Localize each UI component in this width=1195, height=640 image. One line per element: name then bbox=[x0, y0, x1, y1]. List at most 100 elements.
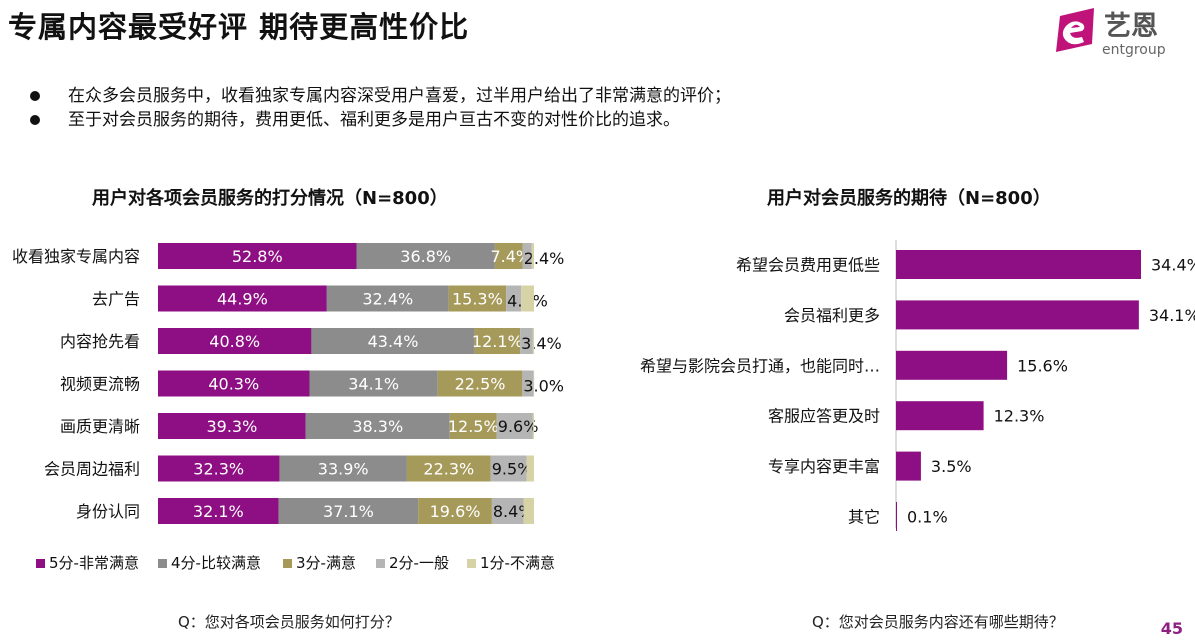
legend-label: 3分-满意 bbox=[296, 554, 356, 572]
bullet-item: 在众多会员服务中，收看独家专属内容深受用户喜爱，过半用户给出了非常满意的评价； bbox=[28, 84, 731, 108]
category-label: 视频更流畅 bbox=[60, 375, 140, 394]
entgroup-logo: 艺恩 entgroup bbox=[1056, 8, 1166, 58]
data-label: 32.1% bbox=[193, 502, 244, 521]
left-question: Q：您对各项会员服务如何打分？ bbox=[178, 613, 400, 631]
bar-segment bbox=[158, 285, 327, 312]
data-label: 15.3% bbox=[452, 290, 503, 309]
legend-swatch bbox=[467, 559, 476, 568]
logo-sub: entgroup bbox=[1102, 42, 1166, 58]
bar bbox=[896, 502, 897, 531]
bar-segment bbox=[158, 455, 280, 482]
bar-segment bbox=[522, 243, 532, 269]
category-label: 收看独家专属内容 bbox=[12, 247, 140, 266]
bar-segment bbox=[437, 370, 523, 397]
bar-segment bbox=[158, 498, 279, 524]
bar bbox=[896, 250, 1141, 279]
data-label: 3.4% bbox=[521, 334, 562, 353]
bar-segment bbox=[309, 370, 438, 397]
data-label: 38.3% bbox=[352, 417, 403, 436]
data-label: 39.3% bbox=[206, 417, 257, 436]
data-label: 36.8% bbox=[400, 247, 451, 266]
bar bbox=[896, 451, 921, 481]
category-label: 会员福利更多 bbox=[784, 306, 880, 325]
bar bbox=[896, 300, 1139, 330]
rating-stacked-bar-chart: 收看独家专属内容 52.8% 36.8% 7.4%2.4% 去广告 44.9% 32.4% 1… bbox=[12, 243, 565, 572]
data-label: 52.8% bbox=[232, 247, 283, 266]
bar-segment bbox=[490, 455, 527, 482]
data-label: 33.9% bbox=[318, 460, 369, 479]
data-label: 32.3% bbox=[193, 460, 244, 479]
bar-segment bbox=[522, 370, 534, 397]
legend-swatch bbox=[376, 559, 385, 568]
page-number: 45 bbox=[1160, 619, 1183, 638]
data-label: 8.4% bbox=[493, 502, 534, 521]
legend-label: 5分-非常满意 bbox=[49, 554, 139, 572]
bar-segment bbox=[448, 285, 507, 312]
data-label: 32.4% bbox=[362, 290, 413, 309]
expectation-bar-chart: 希望会员费用更低些 34.4% 会员福利更多 34.1% 希望与影院会员打通，也能同时…… bbox=[640, 240, 1195, 531]
data-label: 22.3% bbox=[423, 460, 474, 479]
bar-segment bbox=[305, 413, 450, 439]
bar-segment bbox=[326, 285, 449, 312]
category-label: 去广告 bbox=[92, 290, 140, 309]
bar bbox=[896, 401, 984, 431]
data-label: 12.1% bbox=[472, 332, 523, 351]
bar-segment bbox=[521, 285, 534, 312]
bar-segment bbox=[506, 285, 522, 312]
data-label: 12.3% bbox=[994, 407, 1045, 426]
bullet-list: 在众多会员服务中，收看独家专属内容深受用户喜爱，过半用户给出了非常满意的评价； … bbox=[28, 84, 731, 132]
data-label: 0.1% bbox=[907, 508, 948, 527]
bar bbox=[896, 350, 1008, 380]
data-label: 9.6% bbox=[498, 417, 539, 436]
legend-swatch bbox=[36, 559, 45, 568]
data-label: 15.6% bbox=[1017, 356, 1068, 375]
bar-segment bbox=[532, 413, 534, 439]
bar-segment bbox=[406, 455, 491, 482]
category-label: 内容抢先看 bbox=[60, 332, 140, 351]
data-label: 2.4% bbox=[524, 249, 565, 268]
legend-label: 1分-不满意 bbox=[480, 554, 555, 572]
data-label: 34.1% bbox=[348, 375, 399, 394]
bar-segment bbox=[158, 243, 357, 269]
bar-segment bbox=[533, 370, 535, 397]
data-label: 44.9% bbox=[217, 290, 268, 309]
category-label: 身份认同 bbox=[76, 502, 140, 521]
bar-segment bbox=[523, 498, 534, 524]
data-label: 43.4% bbox=[368, 332, 419, 351]
bullet-item: 至于对会员服务的期待，费用更低、福利更多是用户亘古不变的对性价比的追求。 bbox=[28, 108, 731, 132]
data-label: 40.3% bbox=[208, 375, 259, 394]
bar-segment bbox=[158, 413, 306, 439]
data-label: 12.5% bbox=[448, 417, 499, 436]
right-question: Q：您对会员服务内容还有哪些期待？ bbox=[812, 613, 1064, 631]
bar-segment bbox=[491, 498, 524, 524]
category-label: 其它 bbox=[848, 508, 880, 527]
category-label: 希望会员费用更低些 bbox=[736, 256, 880, 275]
right-chart-title: 用户对会员服务的期待（N=800） bbox=[767, 188, 1051, 209]
bar-segment bbox=[526, 455, 534, 482]
category-label: 会员周边福利 bbox=[44, 460, 140, 479]
bar-segment bbox=[496, 413, 533, 439]
legend-swatch bbox=[158, 559, 167, 568]
data-label: 19.6% bbox=[430, 502, 481, 521]
bar-segment bbox=[494, 243, 523, 269]
data-label: 40.8% bbox=[209, 332, 260, 351]
bar-segment bbox=[532, 328, 534, 354]
bar-segment bbox=[279, 455, 407, 482]
left-chart-title: 用户对各项会员服务的打分情况（N=800） bbox=[92, 188, 448, 209]
data-label: 9.5% bbox=[492, 460, 533, 479]
data-label: 22.5% bbox=[455, 375, 506, 394]
data-label: 37.1% bbox=[323, 502, 374, 521]
bar-segment bbox=[158, 370, 310, 397]
legend-label: 2分-一般 bbox=[389, 554, 449, 572]
category-label: 客服应答更及时 bbox=[768, 407, 880, 426]
bar-segment bbox=[158, 328, 312, 354]
bar-segment bbox=[278, 498, 419, 524]
bar-segment bbox=[474, 328, 521, 354]
legend-swatch bbox=[283, 559, 292, 568]
data-label: 7.4% bbox=[490, 247, 531, 266]
category-label: 希望与影院会员打通，也能同时… bbox=[640, 356, 880, 375]
data-label: 34.1% bbox=[1149, 306, 1195, 325]
category-label: 画质更清晰 bbox=[60, 417, 140, 436]
data-label: 34.4% bbox=[1151, 256, 1195, 275]
bar-segment bbox=[531, 243, 534, 269]
